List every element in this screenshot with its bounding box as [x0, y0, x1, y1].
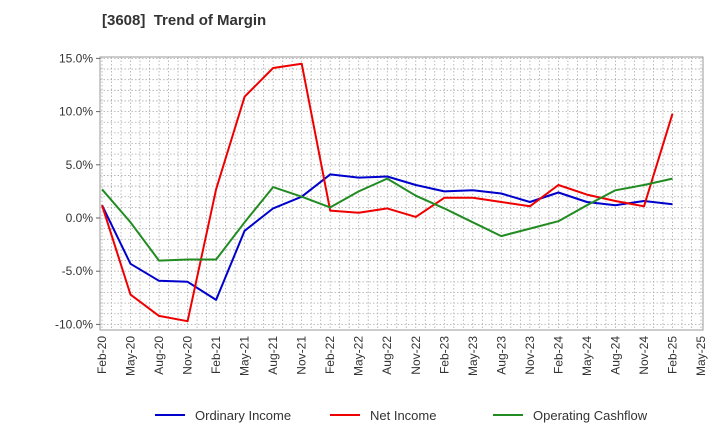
series-line-net-income — [101, 62, 674, 323]
series-line-operating-cashflow — [101, 177, 673, 262]
legend-label-ordinary-income: Ordinary Income — [195, 408, 291, 423]
x-tick-label: Aug-20 — [152, 336, 166, 375]
x-tick-label: May-20 — [124, 336, 138, 376]
plot-frame — [99, 56, 704, 331]
x-tick-label: Nov-20 — [181, 336, 195, 375]
series-line-ordinary-income — [101, 173, 673, 301]
x-tick-label: Aug-21 — [266, 336, 280, 375]
x-tick-label: May-21 — [238, 336, 252, 376]
x-tick-label: Nov-23 — [523, 336, 537, 375]
legend-label-net-income: Net Income — [370, 408, 436, 423]
x-tick-label: Feb-23 — [437, 336, 451, 374]
grid-layer — [99, 56, 704, 331]
x-tick-label: May-22 — [352, 336, 366, 376]
x-tick-label: Feb-25 — [665, 336, 679, 374]
axis-layer: Feb-20 May-20 Aug-20 Nov-20 Feb-21 May-21 Aug-… — [55, 51, 708, 376]
x-tick-label: Nov-24 — [637, 336, 651, 375]
legend-layer: Ordinary Income Net Income Operating Cashf… — [155, 408, 648, 423]
x-tick-label: Aug-24 — [608, 336, 622, 375]
y-tick-label: 15.0% — [59, 51, 93, 65]
x-tick-label: May-24 — [580, 336, 594, 376]
chart-title: [3608] Trend of Margin — [102, 12, 267, 29]
legend-label-operating-cashflow: Operating Cashflow — [533, 408, 648, 423]
series-layer — [101, 62, 674, 323]
y-tick-label: 0.0% — [66, 211, 94, 225]
x-tick-label: Nov-22 — [409, 336, 423, 375]
y-tick-label: -5.0% — [62, 264, 94, 278]
x-tick-label: Feb-20 — [95, 336, 109, 374]
x-tick-label: May-23 — [466, 336, 480, 376]
y-tick-label: -10.0% — [55, 317, 93, 331]
y-tick-label: 5.0% — [66, 158, 94, 172]
y-tick-label: 10.0% — [59, 105, 93, 119]
x-tick-label: Aug-22 — [380, 336, 394, 375]
x-tick-label: Feb-21 — [209, 336, 223, 374]
x-tick-label: Feb-22 — [323, 336, 337, 374]
x-tick-label: Aug-23 — [494, 336, 508, 375]
x-tick-label: Feb-24 — [551, 336, 565, 374]
x-tick-label: Nov-21 — [295, 336, 309, 375]
x-tick-label: May-25 — [694, 336, 708, 376]
